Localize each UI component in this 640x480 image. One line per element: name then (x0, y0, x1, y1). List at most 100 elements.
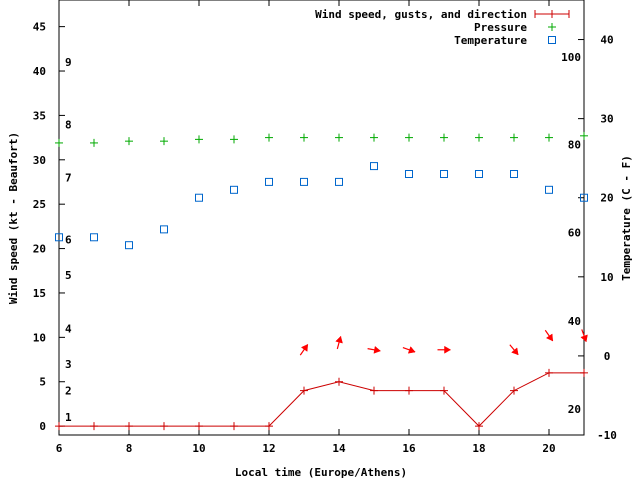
fahrenheit-label-20: 20 (568, 403, 581, 416)
temperature-point-3 (160, 225, 168, 234)
pressure-point-12 (475, 133, 483, 142)
pressure-point-3 (160, 137, 168, 146)
pressure-point-9 (370, 133, 378, 142)
arrow-head (407, 346, 416, 354)
series-layer (55, 131, 588, 431)
arrow-head (300, 344, 309, 352)
pressure-point-14 (545, 133, 553, 142)
axes-ticks: 6 8 10 12 14 16 18 20051015202530354045-1001020… (33, 0, 617, 455)
pressure-point-10 (405, 133, 413, 142)
wind-point-0 (55, 422, 63, 431)
pressure-point-1 (90, 138, 98, 147)
x-axis-label: Local time (Europe/Athens) (235, 466, 407, 479)
temperature-point-6 (265, 177, 273, 186)
pressure-point-2 (125, 137, 133, 146)
beaufort-label-5: 5 (65, 269, 72, 282)
wind-arrow-3 (402, 346, 416, 354)
wind-arrow-2 (367, 345, 381, 354)
wind-point-4 (195, 422, 203, 431)
y-axis-label-right: Temperature (C - F) (620, 155, 633, 281)
x-tick-label-2: 10 (192, 442, 205, 455)
fahrenheit-label-60: 60 (568, 227, 581, 240)
wind-arrow-4 (437, 345, 451, 354)
temperature-point-15 (580, 193, 588, 202)
temperature-point-8 (335, 177, 343, 186)
legend-marker-wind (548, 10, 556, 18)
wind-point-12 (475, 422, 483, 431)
wind-point-3 (160, 422, 168, 431)
wind-point-10 (405, 386, 413, 395)
legend-sample-pressure (548, 23, 556, 31)
beaufort-label-2: 2 (65, 385, 72, 398)
y-right-tick-label-5: 40 (600, 34, 613, 47)
temperature-point-14 (545, 185, 553, 194)
y-right-tick-label-0: -10 (597, 429, 617, 442)
y-right-tick-label-4: 30 (600, 113, 613, 126)
wind-point-6 (265, 422, 273, 431)
fahrenheit-label-80: 80 (568, 139, 581, 152)
y-axis-label-left: Wind speed (kt - Beaufort) (7, 132, 20, 304)
legend-marker-pressure (548, 23, 556, 31)
beaufort-label-6: 6 (65, 234, 72, 247)
pressure-point-7 (300, 133, 308, 142)
wind-arrow-5 (509, 344, 519, 356)
x-tick-label-5: 16 (402, 442, 416, 455)
arrow-head (373, 345, 381, 354)
x-tick-label-0: 6 (56, 442, 63, 455)
y-left-tick-label-5: 25 (33, 198, 46, 211)
series-1 (55, 131, 588, 147)
series-0 (55, 368, 588, 431)
temperature-point-5 (230, 185, 238, 194)
beaufort-label-7: 7 (65, 172, 72, 185)
y-left-tick-label-8: 40 (33, 65, 46, 78)
legend-marker-temperature (548, 36, 556, 44)
wind-point-11 (440, 386, 448, 395)
temperature-point-9 (370, 162, 378, 171)
legend-label-temperature: Temperature (454, 34, 527, 47)
arrow-head (335, 335, 343, 344)
temperature-point-4 (195, 193, 203, 202)
pressure-point-11 (440, 133, 448, 142)
wind-point-5 (230, 422, 238, 431)
plot-area (58, 0, 585, 436)
legend: Wind speed, gusts, and direction Pressur… (315, 8, 570, 47)
wind-point-9 (370, 386, 378, 395)
arrow-head (545, 333, 554, 342)
y-left-tick-label-0: 0 (39, 420, 46, 433)
y-right-tick-label-2: 10 (600, 271, 613, 284)
legend-label-pressure: Pressure (474, 21, 527, 34)
beaufort-label-8: 8 (65, 118, 72, 131)
temperature-point-7 (300, 177, 308, 186)
pressure-point-13 (510, 133, 518, 142)
x-tick-label-1: 8 (126, 442, 133, 455)
beaufort-label-3: 3 (65, 358, 72, 371)
arrow-head (444, 345, 451, 354)
wind-point-7 (300, 386, 308, 395)
y-left-tick-label-6: 30 (33, 154, 46, 167)
wind-point-2 (125, 422, 133, 431)
y-left-tick-label-4: 20 (33, 243, 46, 256)
y-left-tick-label-9: 45 (33, 21, 46, 34)
arrow-head (511, 347, 519, 356)
pressure-point-5 (230, 135, 238, 144)
series-2 (55, 162, 588, 250)
pressure-point-0 (55, 138, 63, 147)
pressure-point-8 (335, 133, 343, 142)
temperature-point-2 (125, 241, 133, 250)
y-left-tick-label-7: 35 (33, 109, 46, 122)
wind-speed-line (59, 372, 584, 427)
pressure-point-6 (265, 133, 273, 142)
legend-sample-temperature (548, 36, 556, 44)
legend-sample-wind (534, 10, 570, 18)
temperature-point-1 (90, 233, 98, 242)
y-left-tick-label-1: 5 (39, 376, 46, 389)
y-left-tick-label-2: 10 (33, 331, 46, 344)
fahrenheit-label-100: 100 (561, 51, 581, 64)
fahrenheit-label-40: 40 (568, 315, 581, 328)
y-right-tick-label-1: 0 (604, 350, 611, 363)
x-tick-label-4: 14 (332, 442, 346, 455)
legend-label-wind: Wind speed, gusts, and direction (315, 8, 527, 21)
x-tick-label-6: 18 (472, 442, 485, 455)
wind-arrows (299, 329, 588, 356)
wind-point-14 (545, 368, 553, 377)
